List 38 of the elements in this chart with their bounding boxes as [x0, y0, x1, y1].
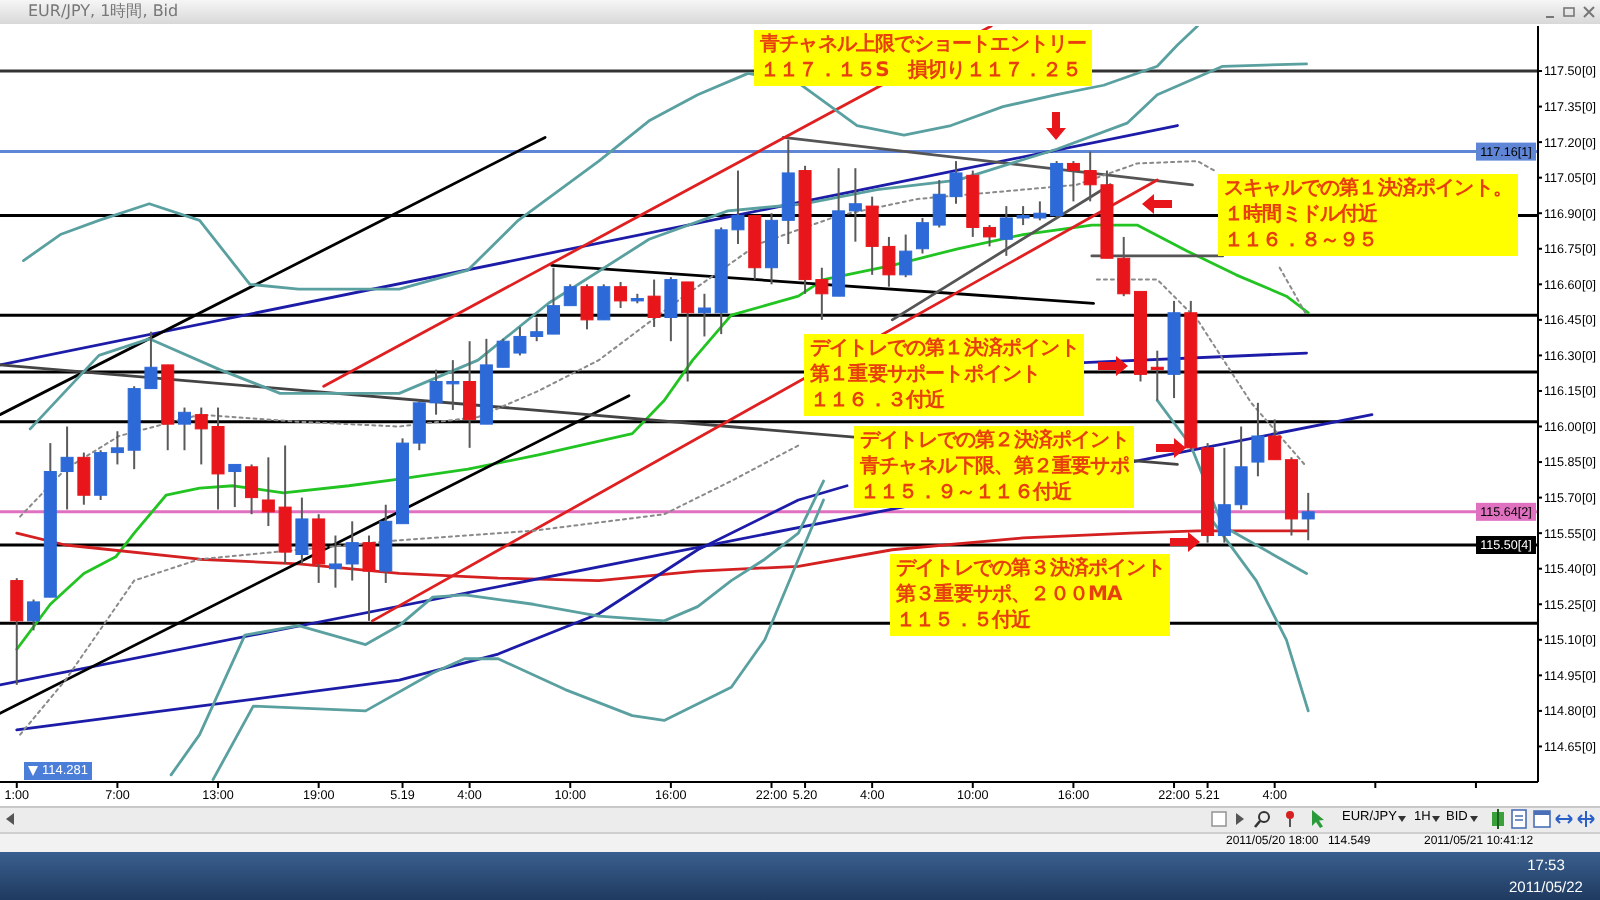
candlestick — [1150, 349, 1164, 402]
candlestick — [228, 463, 242, 509]
candlestick — [647, 278, 661, 328]
candlestick — [10, 577, 24, 686]
annotation: デイトレでの第３決済ポイント第３重要サポ、２００MA１１５．５付近 — [896, 558, 1165, 632]
candlestick — [664, 276, 678, 343]
annotation: 青チャネル上限でショートエントリー１１７．１５S 損切り１１７．２５ — [760, 34, 1087, 82]
candlestick — [345, 520, 359, 582]
candlestick — [546, 266, 560, 336]
candlestick — [463, 340, 477, 449]
candlestick — [899, 233, 913, 279]
candlestick — [597, 283, 611, 321]
candlestick — [915, 216, 929, 255]
candlestick — [245, 463, 259, 516]
annotation: デイトレでの第２決済ポイント青チャネル下限、第２重要サポ１１５．９～１１６付近 — [860, 430, 1129, 504]
candlestick — [983, 224, 997, 248]
candlestick — [765, 212, 779, 286]
candlestick — [328, 534, 342, 589]
candlestick — [177, 406, 191, 452]
candlestick — [1268, 418, 1282, 461]
annotation: スキャルでの第１決済ポイント。１時間ミドル付近１１６．８～９５ — [1224, 178, 1513, 252]
candlestick — [580, 283, 594, 331]
candlestick — [77, 451, 91, 506]
annotation: デイトレでの第１決済ポイント第１重要サポートポイント１１６．３付近 — [810, 338, 1079, 412]
candlestick — [1251, 401, 1265, 478]
candlestick — [697, 292, 711, 338]
candlestick — [681, 280, 695, 383]
candlestick — [27, 598, 41, 632]
candlestick — [614, 280, 628, 310]
candlestick — [312, 513, 326, 584]
candlestick — [563, 283, 577, 307]
candlestick — [1301, 491, 1315, 542]
candlestick — [110, 430, 124, 466]
line-series — [22, 26, 1199, 291]
candlestick — [848, 167, 862, 243]
chart-title: EUR/JPY, 1時間, Bid — [28, 2, 179, 20]
candlestick — [295, 496, 309, 565]
candlestick — [94, 449, 108, 501]
